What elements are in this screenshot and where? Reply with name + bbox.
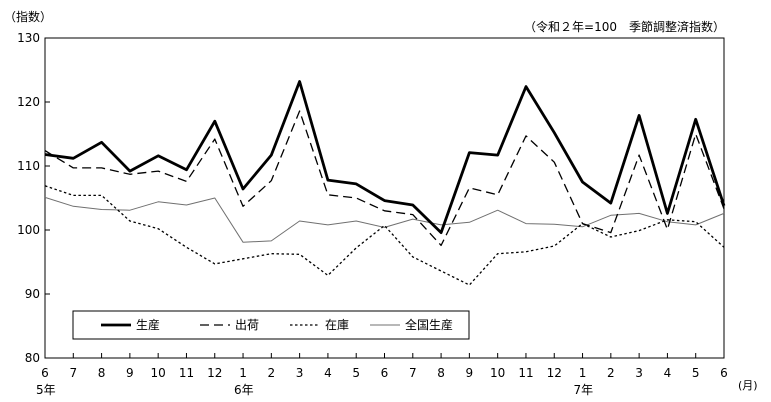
- y-tick-label: 130: [17, 31, 40, 45]
- x-tick-label: 1: [579, 366, 587, 380]
- legend-box: [72, 310, 470, 340]
- y-tick-label: 80: [25, 351, 40, 365]
- x-tick-label: 12: [207, 366, 222, 380]
- series-line-在庫: [44, 185, 725, 286]
- y-tick-label: 90: [25, 287, 40, 301]
- x-tick-label: 2: [607, 366, 615, 380]
- x-tick-label: 9: [466, 366, 474, 380]
- x-tick-label: 6: [41, 366, 49, 380]
- index-note: （令和２年=100 季節調整済指数）: [524, 19, 725, 34]
- x-tick-label: 6: [381, 366, 389, 380]
- y-tick-label: 110: [17, 159, 40, 173]
- x-axis: 6 7 8 9 10 11 12 1 2 3 4 5 6 7 8 9 10 11 12 1 2 3 4 5 65年 6年 7年: [36, 353, 728, 397]
- x-tick-label: 7: [409, 366, 417, 380]
- x-tick-label: 6: [720, 366, 728, 380]
- series-line-生産: [44, 80, 726, 235]
- x-tick-label: 11: [179, 366, 194, 380]
- x-tick-label: 4: [664, 366, 672, 380]
- x-tick-label: 1: [239, 366, 247, 380]
- x-tick-label: 10: [490, 366, 505, 380]
- y-tick-label: 100: [17, 223, 40, 237]
- series-lines: [44, 80, 726, 286]
- y-axis: 80 90 100 110 120 130: [17, 31, 50, 365]
- y-tick-label: 120: [17, 95, 40, 109]
- legend-label: 在庫: [325, 318, 349, 332]
- legend-label: 生産: [136, 317, 160, 332]
- x-tick-label: 8: [98, 366, 106, 380]
- x-tick-label: 8: [437, 366, 445, 380]
- year-label: 5年: [36, 383, 56, 397]
- x-tick-label: 5: [692, 366, 700, 380]
- x-tick-label: 4: [324, 366, 332, 380]
- year-label: 6年: [234, 383, 254, 397]
- series-line-全国生産: [44, 196, 725, 243]
- plot-area: [44, 37, 725, 359]
- x-tick-label: 3: [296, 366, 304, 380]
- x-unit-label: (月): [738, 379, 758, 392]
- x-tick-label: 9: [126, 366, 134, 380]
- x-tick-label: 7: [69, 366, 77, 380]
- x-tick-label: 12: [547, 366, 562, 380]
- x-tick-label: 2: [268, 366, 276, 380]
- legend-label: 出荷: [235, 318, 259, 332]
- legend: 生産 出荷 在庫 全国生産: [72, 310, 470, 340]
- x-tick-label: 3: [635, 366, 643, 380]
- x-tick-label: 11: [518, 366, 533, 380]
- y-unit-label: （指数）: [4, 9, 52, 24]
- series-line-出荷: [44, 110, 725, 247]
- x-tick-label: 5: [352, 366, 360, 380]
- year-label: 7年: [574, 383, 594, 397]
- legend-label: 全国生産: [405, 317, 453, 332]
- x-tick-label: 10: [151, 366, 166, 380]
